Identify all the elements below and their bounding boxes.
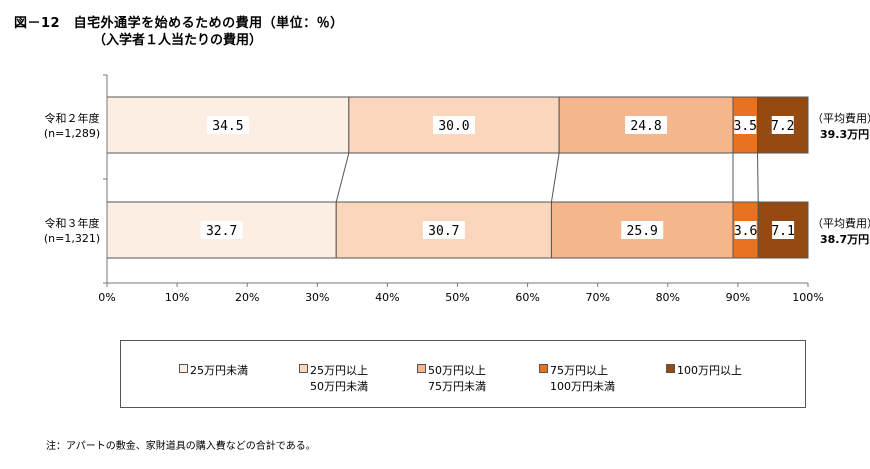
data-label-bg <box>206 116 249 134</box>
data-label: 30.0 <box>438 119 469 134</box>
legend-label: 100万円以上 <box>677 364 742 377</box>
category-label: 令和３年度 <box>45 216 100 230</box>
connector-line <box>550 152 560 203</box>
legend-swatch <box>539 364 548 373</box>
x-tick-label: 80% <box>656 291 680 304</box>
data-label: 3.5 <box>734 119 757 134</box>
legend-swatch <box>179 364 188 373</box>
data-label: 32.7 <box>206 224 237 239</box>
data-label: 34.5 <box>212 119 243 134</box>
legend-label: 50万円以上 75万円未満 <box>428 364 486 393</box>
data-label: 7.2 <box>771 119 794 134</box>
data-label-bg <box>200 221 243 239</box>
average-value: 38.7万円 <box>820 233 869 246</box>
legend-label: 25万円未満 <box>190 364 248 377</box>
legend-label: 25万円以上 50万円未満 <box>310 364 368 393</box>
legend-item: 75万円以上 100万円未満 <box>539 363 615 395</box>
connector-line <box>757 152 759 203</box>
data-label-bg <box>625 116 668 134</box>
legend: 25万円未満 25万円以上 50万円未満 50万円以上 75万円未満 75万円以上 1… <box>120 340 806 408</box>
average-value: 39.3万円 <box>820 128 869 141</box>
data-label-bg <box>621 221 664 239</box>
legend-swatch <box>666 364 675 373</box>
x-tick-label: 10% <box>165 291 189 304</box>
category-n: (n=1,321) <box>44 232 100 245</box>
x-tick-label: 100% <box>792 291 823 304</box>
x-tick-label: 30% <box>305 291 329 304</box>
legend-item: 25万円以上 50万円未満 <box>299 363 368 395</box>
x-tick-label: 50% <box>445 291 469 304</box>
legend-label: 75万円以上 100万円未満 <box>550 364 615 393</box>
average-label: （平均費用） <box>812 216 870 230</box>
x-tick-label: 60% <box>515 291 539 304</box>
category-label: 令和２年度 <box>45 111 100 125</box>
legend-item: 100万円以上 <box>666 363 742 379</box>
legend-item: 50万円以上 75万円未満 <box>417 363 486 395</box>
data-label-bg <box>771 116 794 134</box>
stacked-bar-chart: 34.5 30.0 24.8 3.5 7.2 令和２年度 (n=1,289) （平均費用） 39… <box>44 74 870 304</box>
chart-subtitle: （入学者１人当たりの費用） <box>93 33 263 48</box>
category-n: (n=1,289) <box>44 127 100 140</box>
data-label-bg <box>432 116 475 134</box>
footnote: 注：アパートの敷金、家財道具の購入費などの合計である。 <box>46 441 316 452</box>
x-tick-label: 40% <box>375 291 399 304</box>
data-label: 24.8 <box>630 119 661 134</box>
data-label: 7.1 <box>771 224 794 239</box>
x-tick-label: 20% <box>235 291 259 304</box>
data-label-bg <box>422 221 465 239</box>
connector-line <box>335 152 350 203</box>
data-label: 3.6 <box>734 224 757 239</box>
legend-item: 25万円未満 <box>179 363 248 379</box>
legend-swatch <box>417 364 426 373</box>
data-label: 30.7 <box>428 224 459 239</box>
legend-swatch <box>299 364 308 373</box>
x-tick-label: 70% <box>585 291 609 304</box>
x-tick-label: 90% <box>726 291 750 304</box>
data-label-bg <box>772 221 795 239</box>
x-tick-label: 0% <box>98 291 115 304</box>
data-label-bg <box>734 116 757 134</box>
data-label-bg <box>734 221 757 239</box>
average-label: （平均費用） <box>812 111 870 125</box>
chart-title: 図－12 自宅外通学を始めるための費用（単位：％） <box>14 16 344 31</box>
data-label: 25.9 <box>627 224 658 239</box>
